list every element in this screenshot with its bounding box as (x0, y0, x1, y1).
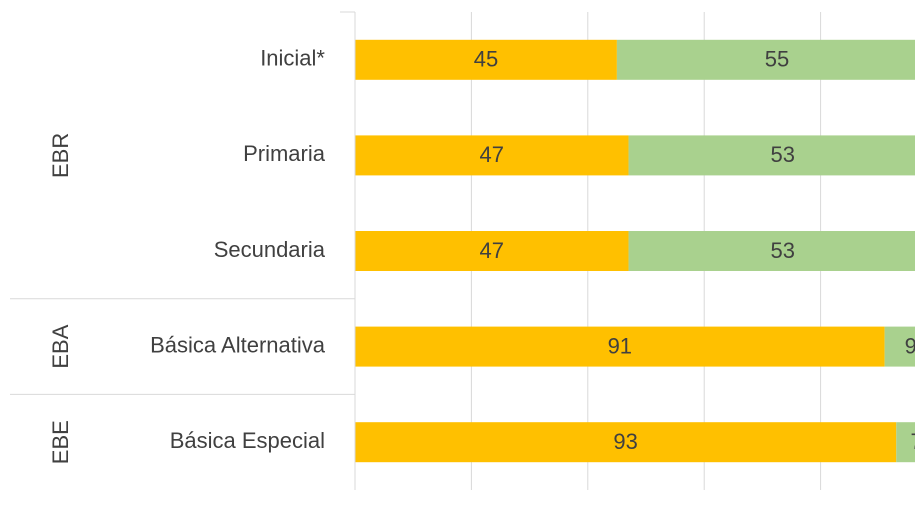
group-label: EBA (48, 324, 73, 368)
data-label: 47 (480, 142, 504, 167)
data-label: 53 (771, 142, 795, 167)
y-tick-label: Básica Alternativa (150, 332, 326, 357)
data-label: 7 (911, 429, 915, 454)
bar-segment (616, 39, 915, 80)
y-tick-label: Básica Especial (170, 428, 325, 453)
data-label: 91 (608, 333, 632, 358)
data-label: 47 (480, 238, 504, 263)
data-label: 53 (771, 238, 795, 263)
bar-segment (355, 39, 617, 80)
bar-segment (628, 231, 915, 271)
bar-segment (355, 231, 629, 271)
bar-segment (355, 422, 897, 463)
data-label: 93 (613, 429, 637, 454)
bar-segment (884, 326, 915, 367)
group-label: EBR (48, 133, 73, 178)
y-tick-label: Inicial* (260, 46, 325, 71)
bar-segment (355, 135, 629, 176)
bar-segment (896, 422, 915, 463)
y-tick-label: Secundaria (214, 237, 326, 262)
data-label: 45 (474, 47, 498, 72)
y-tick-label: Primaria (243, 141, 326, 166)
bar-segment (355, 326, 885, 367)
group-label: EBE (48, 420, 73, 464)
bar-segment (628, 135, 915, 176)
data-label: 9 (905, 333, 915, 358)
data-label: 55 (765, 47, 789, 72)
